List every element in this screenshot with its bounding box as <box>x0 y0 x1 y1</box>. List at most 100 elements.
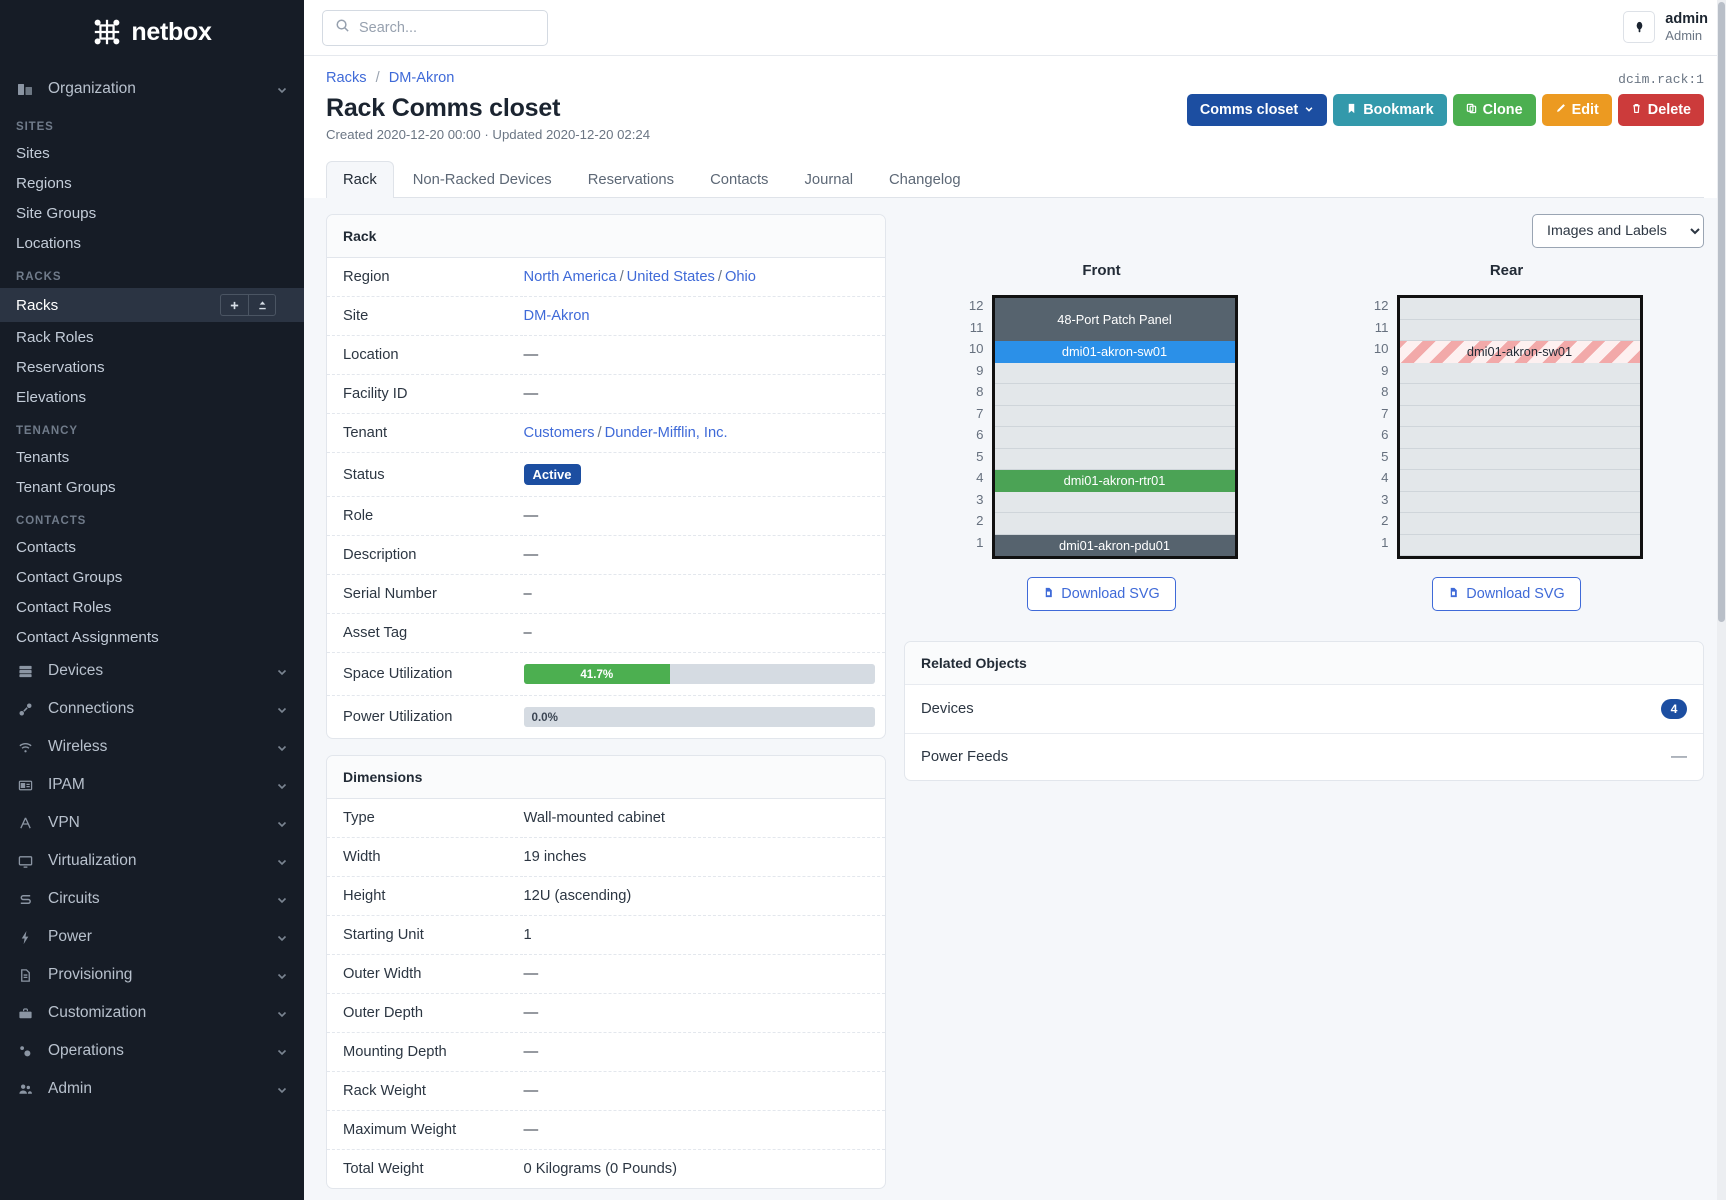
rack-slot[interactable] <box>1399 298 1640 320</box>
tab-contacts[interactable]: Contacts <box>710 172 769 188</box>
rack-device[interactable]: dmi01-akron-sw01 <box>1399 341 1640 363</box>
rack-slot[interactable] <box>994 384 1235 406</box>
unit-number: 4 <box>1381 470 1389 486</box>
rack-slot[interactable] <box>1399 448 1640 470</box>
sidebar-group-connections[interactable]: Connections <box>0 690 304 728</box>
rack-device[interactable]: dmi01-akron-pdu01 <box>994 534 1235 556</box>
search-input[interactable] <box>359 19 535 36</box>
tab-rack[interactable]: Rack <box>326 161 394 198</box>
bookmark-button[interactable]: Bookmark <box>1333 94 1447 126</box>
rack-slot[interactable] <box>994 405 1235 427</box>
rack-slot[interactable] <box>994 513 1235 535</box>
tab-reservations[interactable]: Reservations <box>587 172 675 188</box>
sidebar-group-devices[interactable]: Devices <box>0 652 304 690</box>
front-elevation: Front 12 11 10 9 8 7 6 5 4 3 2 1 48-Port Patch Pane… <box>966 262 1238 611</box>
rack-slot[interactable] <box>1399 470 1640 492</box>
comms-closet-dropdown[interactable]: Comms closet <box>1186 94 1328 126</box>
rack-device[interactable]: 48-Port Patch Panel <box>994 298 1235 341</box>
sidebar-group-organization[interactable]: Organization <box>0 70 304 108</box>
user-menu[interactable]: admin Admin <box>1623 11 1708 44</box>
front-download-svg-button[interactable]: Download SVG <box>1027 577 1176 611</box>
row-value-description: — <box>523 547 539 563</box>
rack-slot[interactable] <box>994 427 1235 449</box>
tab-bar: Rack Non-Racked Devices Reservations Con… <box>326 160 1704 198</box>
page-title: Rack Comms closet <box>326 94 561 122</box>
edit-button[interactable]: Edit <box>1541 94 1612 126</box>
sidebar-group-operations[interactable]: Operations <box>0 1032 304 1070</box>
related-row-power-feeds[interactable]: Power Feeds — <box>905 733 1703 780</box>
sidebar-item-sites[interactable]: Sites <box>0 138 304 168</box>
unit-number: 10 <box>1373 341 1389 357</box>
clone-button[interactable]: Clone <box>1452 94 1536 126</box>
breadcrumb-racks[interactable]: Racks <box>326 70 367 86</box>
sidebar-group-circuits[interactable]: Circuits <box>0 880 304 918</box>
row-label: Asset Tag <box>343 625 408 641</box>
page-scrollbar[interactable] <box>1717 0 1726 1200</box>
tab-journal[interactable]: Journal <box>804 172 853 188</box>
sidebar-item-elevations[interactable]: Elevations <box>0 382 304 412</box>
sidebar-group-label: Provisioning <box>48 966 133 983</box>
trash-icon <box>1631 102 1642 118</box>
sidebar-group-wireless[interactable]: Wireless <box>0 728 304 766</box>
page-scrollbar-thumb[interactable] <box>1718 2 1725 622</box>
brand-logo[interactable]: netbox <box>0 0 304 56</box>
unit-number: 6 <box>976 427 984 443</box>
sidebar-group-virtualization[interactable]: Virtualization <box>0 842 304 880</box>
sidebar-group-ipam[interactable]: IPAM <box>0 766 304 804</box>
rack-slot[interactable] <box>1399 319 1640 341</box>
rack-slot[interactable] <box>1399 513 1640 535</box>
bolt-icon <box>16 928 34 946</box>
row-label: Description <box>343 547 417 563</box>
sidebar-item-reservations[interactable]: Reservations <box>0 352 304 382</box>
rack-slot[interactable] <box>1399 427 1640 449</box>
related-row-devices[interactable]: Devices 4 <box>905 684 1703 733</box>
row-label: Maximum Weight <box>343 1122 457 1138</box>
tab-changelog[interactable]: Changelog <box>889 172 961 188</box>
breadcrumb-dm-akron[interactable]: DM-Akron <box>388 70 455 86</box>
tenant-link-customers[interactable]: Customers <box>523 425 595 441</box>
rack-device[interactable]: dmi01-akron-sw01 <box>994 341 1235 363</box>
sidebar-group-power[interactable]: Power <box>0 918 304 956</box>
rear-download-svg-button[interactable]: Download SVG <box>1432 577 1581 611</box>
region-link-north-america[interactable]: North America <box>523 269 617 285</box>
search-box[interactable] <box>322 9 548 46</box>
id-card-icon <box>16 776 34 794</box>
rack-slot[interactable] <box>1399 405 1640 427</box>
sidebar-item-rack-roles[interactable]: Rack Roles <box>0 322 304 352</box>
site-link-dm-akron[interactable]: DM-Akron <box>523 308 590 324</box>
rack-slot[interactable] <box>1399 491 1640 513</box>
sidebar-item-contact-groups[interactable]: Contact Groups <box>0 562 304 592</box>
rack-slot[interactable] <box>994 491 1235 513</box>
sidebar-item-regions[interactable]: Regions <box>0 168 304 198</box>
rack-slot[interactable] <box>994 362 1235 384</box>
tenant-link-dunder-mifflin[interactable]: Dunder-Mifflin, Inc. <box>604 425 728 441</box>
sidebar-item-tenant-groups[interactable]: Tenant Groups <box>0 472 304 502</box>
sidebar-item-locations[interactable]: Locations <box>0 228 304 258</box>
sidebar-item-contact-roles[interactable]: Contact Roles <box>0 592 304 622</box>
rack-slot[interactable] <box>994 448 1235 470</box>
elevation-toolbar: Images and Labels Images only Labels onl… <box>904 214 1704 248</box>
region-link-united-states[interactable]: United States <box>626 269 715 285</box>
row-label: Outer Depth <box>343 1005 424 1021</box>
region-link-ohio[interactable]: Ohio <box>724 269 756 285</box>
tab-non-racked-devices[interactable]: Non-Racked Devices <box>412 172 552 188</box>
sidebar-group-admin[interactable]: Admin <box>0 1070 304 1108</box>
delete-button[interactable]: Delete <box>1617 94 1704 126</box>
racks-add-button[interactable] <box>220 294 248 316</box>
sidebar-item-contacts[interactable]: Contacts <box>0 532 304 562</box>
sidebar-group-provisioning[interactable]: Provisioning <box>0 956 304 994</box>
row-value-serial-number: – <box>523 586 532 602</box>
sidebar-item-racks[interactable]: Racks <box>0 288 304 322</box>
racks-import-button[interactable] <box>248 294 276 316</box>
sidebar-group-customization[interactable]: Customization <box>0 994 304 1032</box>
rack-slot[interactable] <box>1399 384 1640 406</box>
sidebar-item-tenants[interactable]: Tenants <box>0 442 304 472</box>
sidebar-item-site-groups[interactable]: Site Groups <box>0 198 304 228</box>
rack-slot[interactable] <box>1399 534 1640 556</box>
rack-slot[interactable] <box>1399 362 1640 384</box>
chevron-down-icon <box>276 1007 288 1019</box>
sidebar-group-vpn[interactable]: VPN <box>0 804 304 842</box>
rack-device[interactable]: dmi01-akron-rtr01 <box>994 470 1235 492</box>
sidebar-item-contact-assignments[interactable]: Contact Assignments <box>0 622 304 652</box>
elevation-view-select[interactable]: Images and Labels Images only Labels onl… <box>1532 214 1704 248</box>
